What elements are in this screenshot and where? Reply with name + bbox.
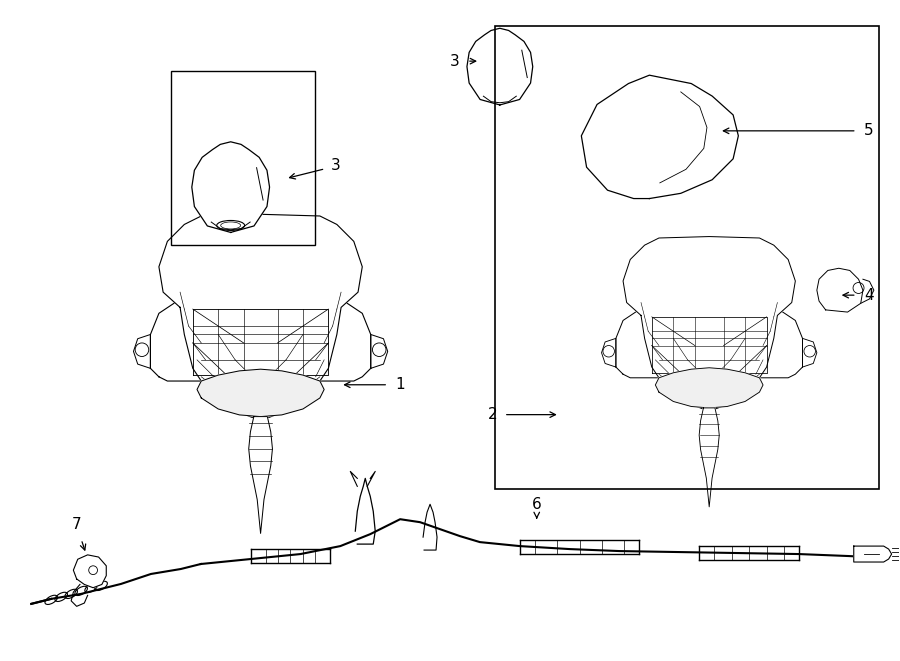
Polygon shape — [699, 408, 719, 507]
Polygon shape — [197, 369, 324, 416]
Polygon shape — [652, 317, 767, 373]
Text: 3: 3 — [330, 158, 340, 173]
Text: 2: 2 — [488, 407, 498, 422]
Text: 3: 3 — [450, 54, 460, 69]
Polygon shape — [150, 286, 371, 381]
Polygon shape — [371, 334, 388, 368]
Polygon shape — [193, 309, 328, 375]
Polygon shape — [581, 75, 738, 198]
Polygon shape — [192, 142, 270, 233]
Text: 1: 1 — [395, 377, 405, 392]
Polygon shape — [623, 237, 796, 408]
Polygon shape — [601, 338, 616, 367]
Polygon shape — [74, 555, 106, 588]
Polygon shape — [159, 214, 363, 418]
Bar — [495, 26, 878, 489]
Polygon shape — [854, 546, 892, 562]
Polygon shape — [133, 334, 150, 368]
Text: 6: 6 — [532, 497, 542, 512]
Text: 4: 4 — [864, 288, 874, 303]
Text: 5: 5 — [864, 124, 874, 138]
Polygon shape — [803, 338, 817, 367]
Polygon shape — [248, 416, 273, 533]
Text: 7: 7 — [71, 517, 81, 531]
Polygon shape — [467, 28, 533, 105]
Polygon shape — [616, 297, 803, 378]
Polygon shape — [817, 268, 863, 312]
Polygon shape — [655, 368, 763, 408]
Bar — [171, 71, 315, 245]
